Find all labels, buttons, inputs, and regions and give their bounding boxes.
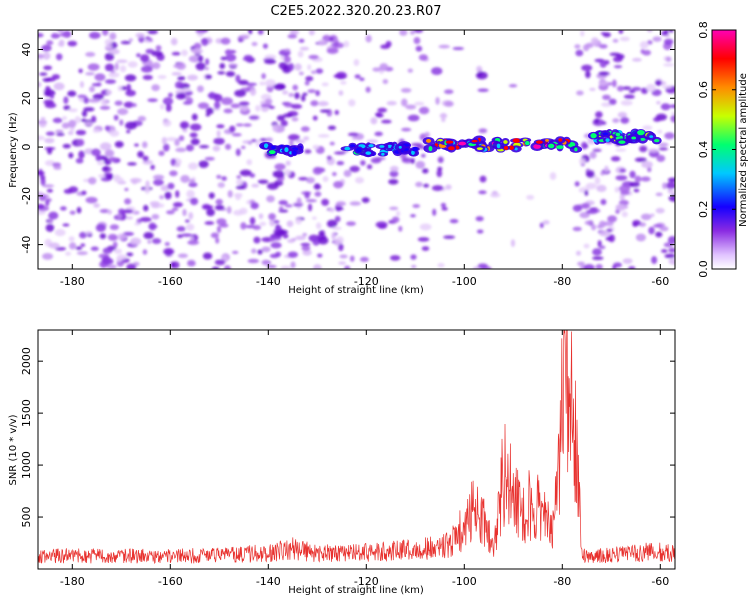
y-tick-label: 2000 [20,347,33,375]
spectrogram-panel: -180 -160 -140 -120 -100 -80 -60 -40 -20 0 20 40 H… [8,29,676,296]
colorbar-tick-label: 0.4 [697,141,710,159]
x-tick-label: -100 [452,275,477,288]
y-tick-label: 40 [20,43,33,57]
y-tick-label: 0 [20,144,33,151]
x-tick-label: -120 [354,275,379,288]
noise-speckle [38,30,675,269]
heatmap-layer [38,30,675,269]
snr-series-line [38,330,675,565]
colorbar-label: Normalized spectral amplitude [738,73,749,227]
colorbar-tick-label: 0.6 [697,81,710,99]
x-tick-label: -180 [60,275,85,288]
y-tick-label: 500 [20,507,33,528]
x-tick-label: -80 [553,575,571,588]
x-tick-label: -140 [256,275,281,288]
y-tick-label: -20 [20,187,33,205]
x-tick-label: -140 [256,575,281,588]
y-tick-label: 1000 [20,451,33,479]
y-tick-label: 1500 [20,399,33,427]
spectrogram-y-label: Frequency (Hz) [8,112,19,188]
snr-y-label: SNR (10 * v/v) [8,414,19,485]
x-tick-label: -160 [158,275,183,288]
y-tick-label: 20 [20,91,33,105]
spectrogram-frame [37,29,676,270]
spectrogram-x-label: Height of straight line (km) [288,285,424,296]
x-tick-label: -80 [553,275,571,288]
colorbar-tick-label: 0.0 [697,260,710,278]
colorbar: 0.0 0.2 0.4 0.6 0.8 Normalized spectral ampl… [697,21,749,278]
x-tick-label: -60 [651,275,669,288]
x-tick-label: -100 [452,575,477,588]
snr-frame [37,329,676,570]
x-tick-label: -180 [60,575,85,588]
signal-band [259,128,662,158]
spectrogram-x-ticks: -180 -160 -140 -120 -100 -80 -60 [60,30,669,288]
snr-line-layer [38,330,675,565]
snr-y-ticks: 500 1000 1500 2000 [20,347,675,528]
snr-x-ticks: -180 -160 -140 -120 -100 -80 -60 [60,330,669,588]
spectrogram-y-ticks: -40 -20 0 20 40 [20,43,675,254]
snr-panel: -180 -160 -140 -120 -100 -80 -60 500 1000 1500 20… [8,329,676,596]
y-tick-label: -40 [20,236,33,254]
colorbar-tick-label: 0.2 [697,201,710,219]
x-tick-label: -120 [354,575,379,588]
colorbar-ticks: 0.0 0.2 0.4 0.6 0.8 [697,21,736,278]
x-tick-label: -60 [651,575,669,588]
snr-x-label: Height of straight line (km) [288,585,424,596]
colorbar-tick-label: 0.8 [697,21,710,39]
chart-title: C2E5.2022.320.20.23.R07 [270,4,441,19]
x-tick-label: -160 [158,575,183,588]
